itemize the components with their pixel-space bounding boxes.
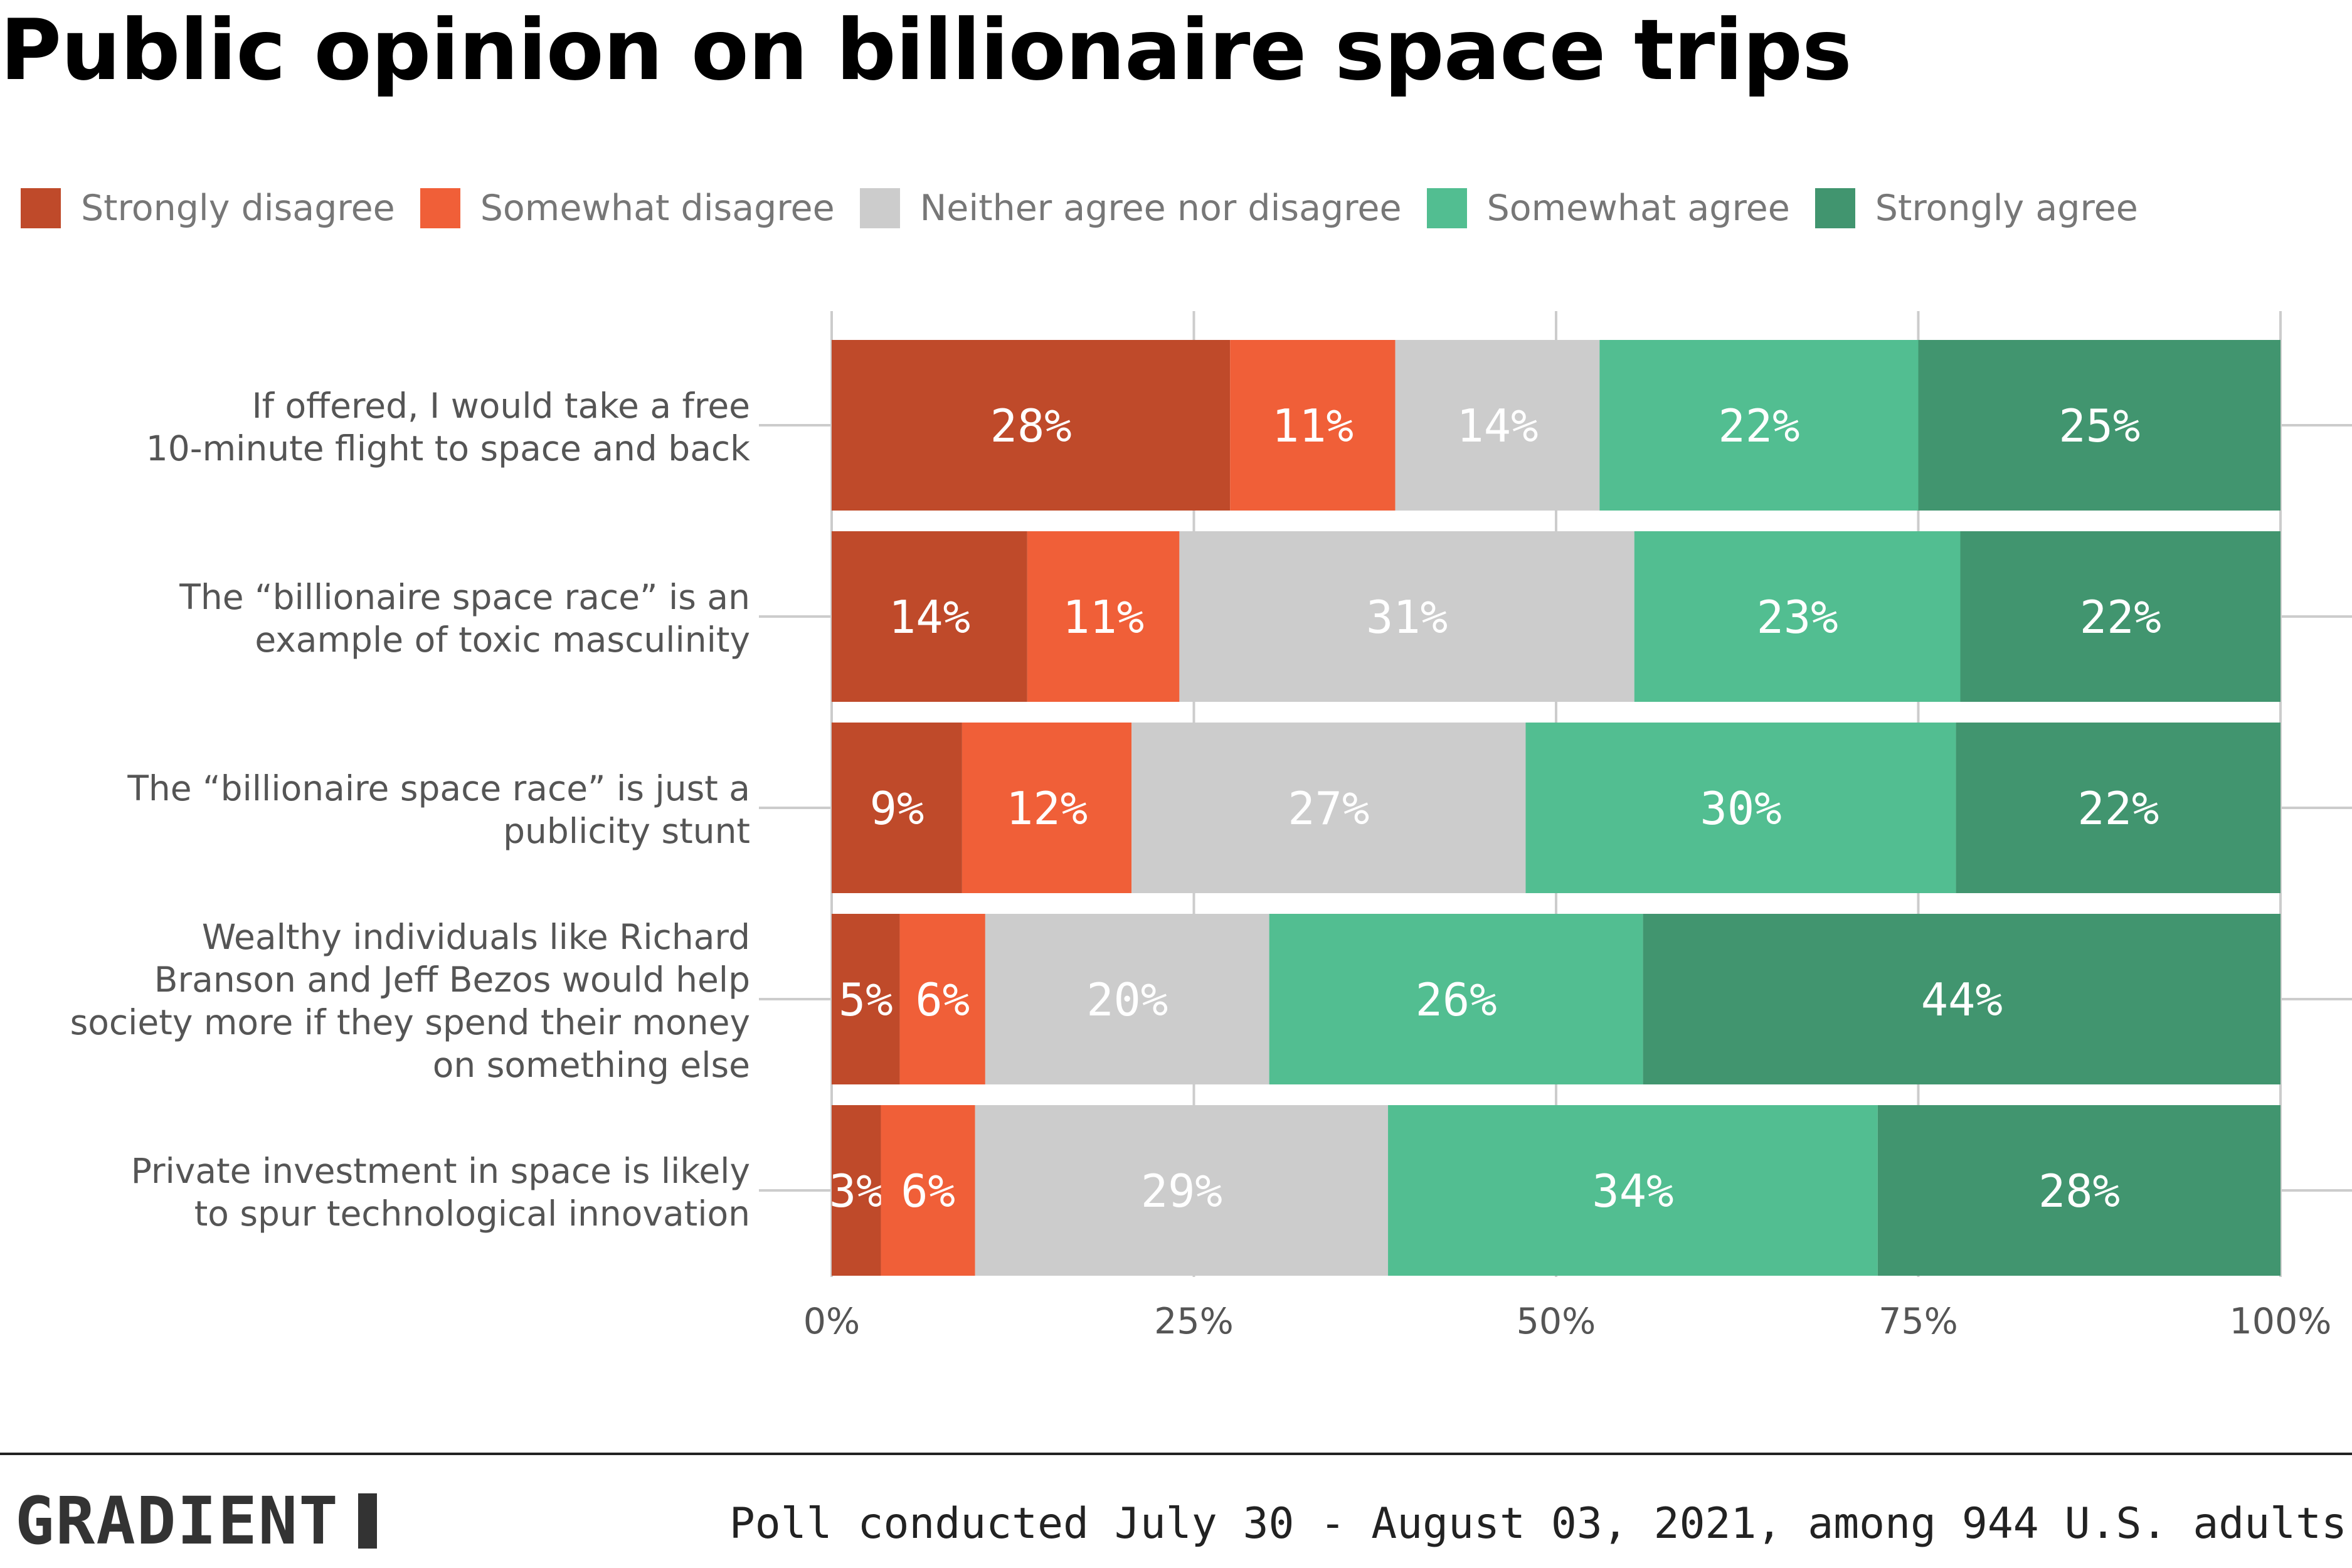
category-label: Branson and Jeff Bezos would help [154, 960, 750, 1000]
data-label: 11% [1062, 591, 1144, 644]
legend-label: Somewhat disagree [480, 188, 835, 229]
bar-segment [899, 914, 985, 1084]
data-label: 6% [901, 1165, 955, 1217]
data-label: 22% [2080, 591, 2161, 644]
bar-segment [832, 531, 1027, 702]
bar-segment [985, 914, 1269, 1084]
data-label: 28% [2038, 1165, 2120, 1217]
chart-title: Public opinion on billionaire space trip… [0, 1, 1852, 99]
legend-item-somewhat-agree: Somewhat agree [1426, 188, 1790, 229]
legend-item-somewhat-disagree: Somewhat disagree [420, 188, 835, 229]
bar-segment [832, 723, 962, 893]
category-label: on something else [433, 1045, 750, 1085]
legend-item-strongly-agree: Strongly agree [1814, 188, 2138, 229]
category-label: The “billionaire space race” is just a [127, 768, 750, 808]
bar-segment [1877, 1105, 2280, 1276]
data-label: 22% [2077, 782, 2159, 835]
data-label: 27% [1288, 782, 1369, 835]
data-label: 5% [839, 973, 893, 1026]
data-label: 14% [1456, 400, 1538, 452]
data-label: 20% [1086, 973, 1168, 1026]
legend-label: Strongly agree [1875, 188, 2138, 229]
legend-label: Neither agree nor disagree [919, 188, 1402, 229]
logo-bar-mark [358, 1493, 377, 1549]
x-tick-label: 75% [1878, 1301, 1958, 1342]
legend-swatch [420, 188, 460, 228]
bar-segment [1643, 914, 2280, 1084]
brand-name: GRADIENT [15, 1483, 339, 1559]
legend-swatch [21, 188, 61, 228]
bar-segment [1956, 723, 2280, 893]
bar-segment [1599, 340, 1919, 511]
bar-segment [961, 723, 1132, 893]
data-label: 25% [2058, 400, 2140, 452]
bar-segment [1230, 340, 1396, 511]
category-label: The “billionaire space race” is an [179, 577, 750, 617]
legend-label: Somewhat agree [1486, 188, 1790, 229]
bar-segment [881, 1105, 975, 1276]
data-label: 23% [1757, 591, 1838, 644]
poll-note: Poll conducted July 30 - August 03, 2021… [729, 1499, 2347, 1549]
bar-segment [1634, 531, 1961, 702]
legend-swatch [1426, 188, 1467, 228]
data-label: 22% [1718, 400, 1799, 452]
data-label: 28% [990, 400, 1072, 452]
legend-swatch [859, 188, 900, 228]
data-label: 34% [1592, 1165, 1673, 1217]
bar-segment [975, 1105, 1389, 1276]
data-label: 3% [829, 1165, 884, 1217]
category-label: 10-minute flight to space and back [146, 428, 750, 469]
legend: Strongly disagree Somewhat disagree Neithe… [21, 183, 2163, 233]
x-tick-label: 100% [2230, 1301, 2332, 1342]
category-label: example of toxic masculinity [255, 620, 750, 660]
category-label: Wealthy individuals like Richard [202, 917, 750, 957]
bar-segment [1525, 723, 1956, 893]
bar-segment [1027, 531, 1180, 702]
legend-item-neither-agree-nor-disagree: Neither agree nor disagree [859, 188, 1402, 229]
category-label: publicity stunt [503, 811, 750, 851]
data-label: 30% [1700, 782, 1782, 835]
data-label: 29% [1141, 1165, 1222, 1217]
category-label: to spur technological innovation [194, 1194, 750, 1234]
data-label: 9% [870, 782, 924, 835]
category-label: If offered, I would take a free [252, 386, 750, 426]
legend-item-strongly-disagree: Strongly disagree [21, 188, 395, 229]
bar-segment [832, 914, 900, 1084]
data-label: 44% [1921, 973, 2003, 1026]
bar-segment [1395, 340, 1600, 511]
bar-segment [1131, 723, 1526, 893]
bar-segment [832, 340, 1231, 511]
bar-segment [1179, 531, 1634, 702]
category-label: Private investment in space is likely [131, 1151, 750, 1191]
data-label: 11% [1272, 400, 1353, 452]
data-label: 14% [889, 591, 970, 644]
x-tick-label: 0% [803, 1301, 860, 1342]
x-tick-label: 50% [1517, 1301, 1596, 1342]
bar-segment [1960, 531, 2280, 702]
x-tick-label: 25% [1154, 1301, 1234, 1342]
bar-segment [832, 1105, 881, 1276]
stacked-bar-chart: 28% 11% 14% 22% 25% 14% 11% 31% 23% 22% 9% 12% 27% 30… [70, 311, 2352, 1342]
category-label: society more if they spend their money [70, 1002, 750, 1042]
bar-segment [1269, 914, 1643, 1084]
data-label: 6% [915, 973, 970, 1026]
data-label: 12% [1006, 782, 1088, 835]
footer-divider [0, 1453, 2352, 1455]
gradient-logo: GRADIENT [15, 1483, 377, 1559]
legend-swatch [1814, 188, 1855, 228]
bar-segment [1388, 1105, 1878, 1276]
bar-segment [1918, 340, 2280, 511]
data-label: 31% [1366, 591, 1448, 644]
legend-label: Strongly disagree [81, 188, 395, 229]
data-label: 26% [1416, 973, 1497, 1026]
